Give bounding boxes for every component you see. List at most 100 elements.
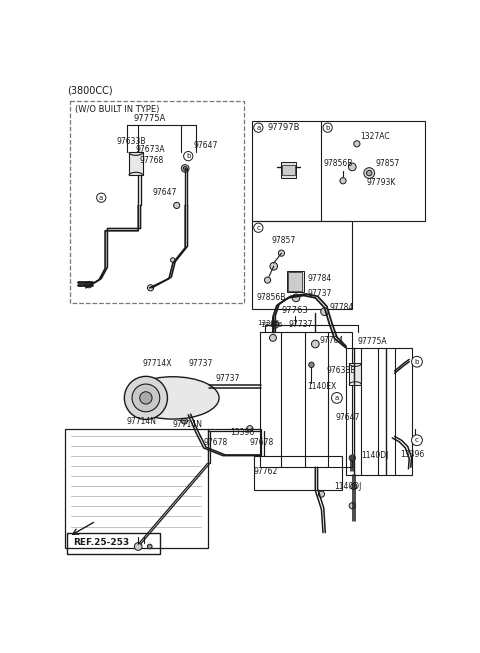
Text: 1140DJ: 1140DJ (361, 451, 389, 460)
Text: c: c (415, 438, 419, 443)
Text: 97857: 97857 (271, 236, 296, 245)
Circle shape (349, 503, 355, 509)
Circle shape (132, 384, 160, 412)
Circle shape (183, 167, 187, 170)
Bar (254, 456, 342, 490)
Circle shape (134, 543, 142, 550)
Circle shape (323, 123, 332, 133)
Text: 97784: 97784 (329, 304, 353, 312)
Text: 97633B: 97633B (327, 366, 356, 375)
Text: 97633B: 97633B (117, 137, 146, 146)
Text: 97856B: 97856B (324, 159, 353, 168)
Text: (3800CC): (3800CC) (67, 86, 113, 96)
Text: 97857: 97857 (375, 159, 400, 168)
Circle shape (247, 426, 253, 432)
Circle shape (349, 455, 355, 461)
Text: 1327AC: 1327AC (360, 132, 390, 140)
Text: (W/O BUILT IN TYPE): (W/O BUILT IN TYPE) (75, 105, 159, 114)
Circle shape (367, 170, 372, 176)
Text: b: b (415, 358, 419, 365)
Text: 97647: 97647 (193, 141, 218, 150)
Text: 97762: 97762 (254, 466, 278, 475)
Circle shape (318, 491, 324, 497)
Text: 97797B: 97797B (267, 123, 300, 132)
Circle shape (412, 439, 419, 445)
Text: 97856B: 97856B (256, 293, 286, 302)
Circle shape (411, 435, 422, 445)
Text: 97775A: 97775A (358, 337, 387, 346)
Bar (252, 221, 352, 310)
Bar (282, 165, 295, 176)
Circle shape (354, 141, 360, 147)
Bar (281, 161, 296, 178)
Text: 1140DJ: 1140DJ (335, 482, 362, 491)
Circle shape (184, 151, 193, 161)
Circle shape (201, 383, 207, 389)
Text: REF.25-253: REF.25-253 (73, 538, 129, 547)
Bar (252, 121, 425, 221)
Text: 13396: 13396 (400, 450, 424, 458)
Circle shape (254, 123, 263, 133)
Circle shape (364, 168, 374, 178)
Text: 97737: 97737 (308, 289, 332, 298)
Circle shape (254, 223, 263, 232)
Text: 97673A: 97673A (136, 146, 166, 155)
Circle shape (170, 258, 175, 263)
Bar (288, 272, 302, 291)
Text: 97784: 97784 (319, 336, 343, 345)
Text: 13386: 13386 (257, 320, 279, 326)
Text: 97737: 97737 (215, 374, 240, 383)
Circle shape (270, 263, 277, 270)
Bar (260, 332, 352, 467)
Circle shape (272, 321, 279, 328)
Circle shape (124, 376, 168, 419)
Bar (349, 363, 361, 385)
Circle shape (351, 483, 357, 490)
Circle shape (201, 406, 207, 413)
Text: a: a (256, 125, 261, 131)
Circle shape (340, 178, 346, 184)
Ellipse shape (127, 377, 219, 419)
Text: 97768: 97768 (140, 156, 164, 165)
Circle shape (309, 362, 314, 368)
Circle shape (269, 334, 276, 342)
Circle shape (181, 165, 189, 172)
Circle shape (96, 193, 106, 202)
Circle shape (147, 544, 152, 549)
Circle shape (86, 281, 92, 288)
Text: a: a (335, 395, 339, 401)
Text: 97784: 97784 (308, 274, 332, 283)
Text: 13386: 13386 (260, 322, 282, 328)
Text: b: b (325, 125, 330, 131)
Circle shape (321, 308, 328, 315)
Circle shape (312, 340, 319, 348)
Text: 97714N: 97714N (173, 421, 203, 430)
Text: b: b (186, 153, 191, 159)
Text: c: c (256, 225, 260, 231)
Text: 97775A: 97775A (133, 114, 166, 123)
Bar (71, 101, 244, 303)
Circle shape (348, 163, 356, 171)
Circle shape (140, 392, 152, 404)
Circle shape (411, 357, 422, 367)
Circle shape (147, 285, 154, 291)
Text: a: a (99, 195, 103, 200)
Text: 97737: 97737 (188, 358, 213, 368)
Text: 13396: 13396 (230, 428, 255, 437)
Circle shape (264, 277, 271, 283)
Bar (65, 429, 207, 548)
Bar (287, 271, 304, 293)
Bar (67, 533, 160, 554)
Text: 97647: 97647 (336, 413, 360, 422)
Text: 97793K: 97793K (366, 178, 396, 187)
Bar (346, 348, 411, 475)
Text: 97647: 97647 (152, 188, 177, 197)
Circle shape (278, 250, 285, 256)
Text: 97714N: 97714N (127, 417, 156, 426)
Circle shape (174, 202, 180, 208)
Text: 97678: 97678 (250, 438, 274, 447)
Text: 97714X: 97714X (142, 358, 171, 368)
Circle shape (181, 418, 188, 424)
Text: 97763: 97763 (281, 306, 308, 315)
Bar (129, 152, 143, 176)
